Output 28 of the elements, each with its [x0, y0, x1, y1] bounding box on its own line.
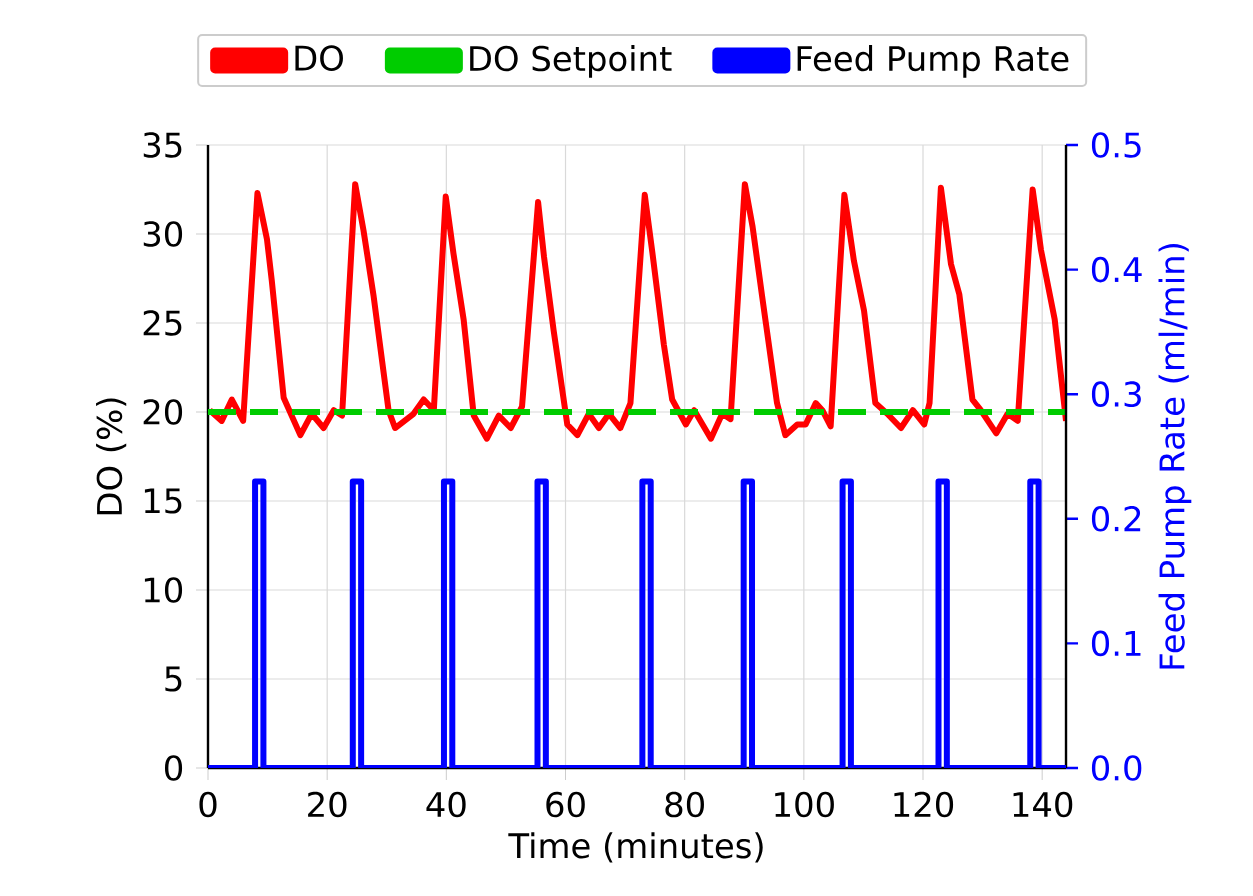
y-tick-label: 10	[144, 577, 183, 603]
y-axis-title: DO (%)	[96, 398, 127, 515]
legend-label: DO Setpoint	[470, 45, 672, 78]
y-tick-label: 5	[165, 666, 182, 692]
legend-label: DO	[295, 45, 343, 71]
x-tick-label: 120	[894, 791, 954, 818]
x-tick-label: 140	[1013, 791, 1073, 818]
x-tick-label: 20	[308, 791, 347, 818]
y2-axis-title: Feed Pump Rate (ml/min)	[1158, 244, 1192, 669]
y2-tick-label: 0.3	[1091, 381, 1141, 407]
x-tick-label: 40	[426, 791, 466, 818]
x-tick-label: 0	[199, 791, 217, 818]
legend-label: Feed Pump Rate	[797, 45, 1069, 78]
x-tick-label: 100	[775, 791, 834, 818]
y-tick-label: 15	[144, 488, 182, 514]
x-axis-title: Time (minutes)	[508, 832, 763, 863]
y-tick-label: 30	[143, 221, 183, 247]
y2-tick-label: 0.1	[1091, 630, 1141, 657]
y-tick-label: 25	[143, 310, 182, 336]
y-tick-label: 20	[143, 399, 183, 425]
y2-tick-label: 0.0	[1091, 755, 1142, 781]
x-tick-label: 60	[546, 791, 585, 818]
x-tick-label: 80	[665, 791, 704, 818]
y-tick-label: 35	[143, 132, 182, 158]
y-tick-label: 0	[164, 755, 183, 781]
y2-tick-label: 0.2	[1091, 505, 1141, 532]
y2-tick-label: 0.4	[1091, 256, 1142, 283]
y2-tick-label: 0.5	[1091, 132, 1141, 158]
